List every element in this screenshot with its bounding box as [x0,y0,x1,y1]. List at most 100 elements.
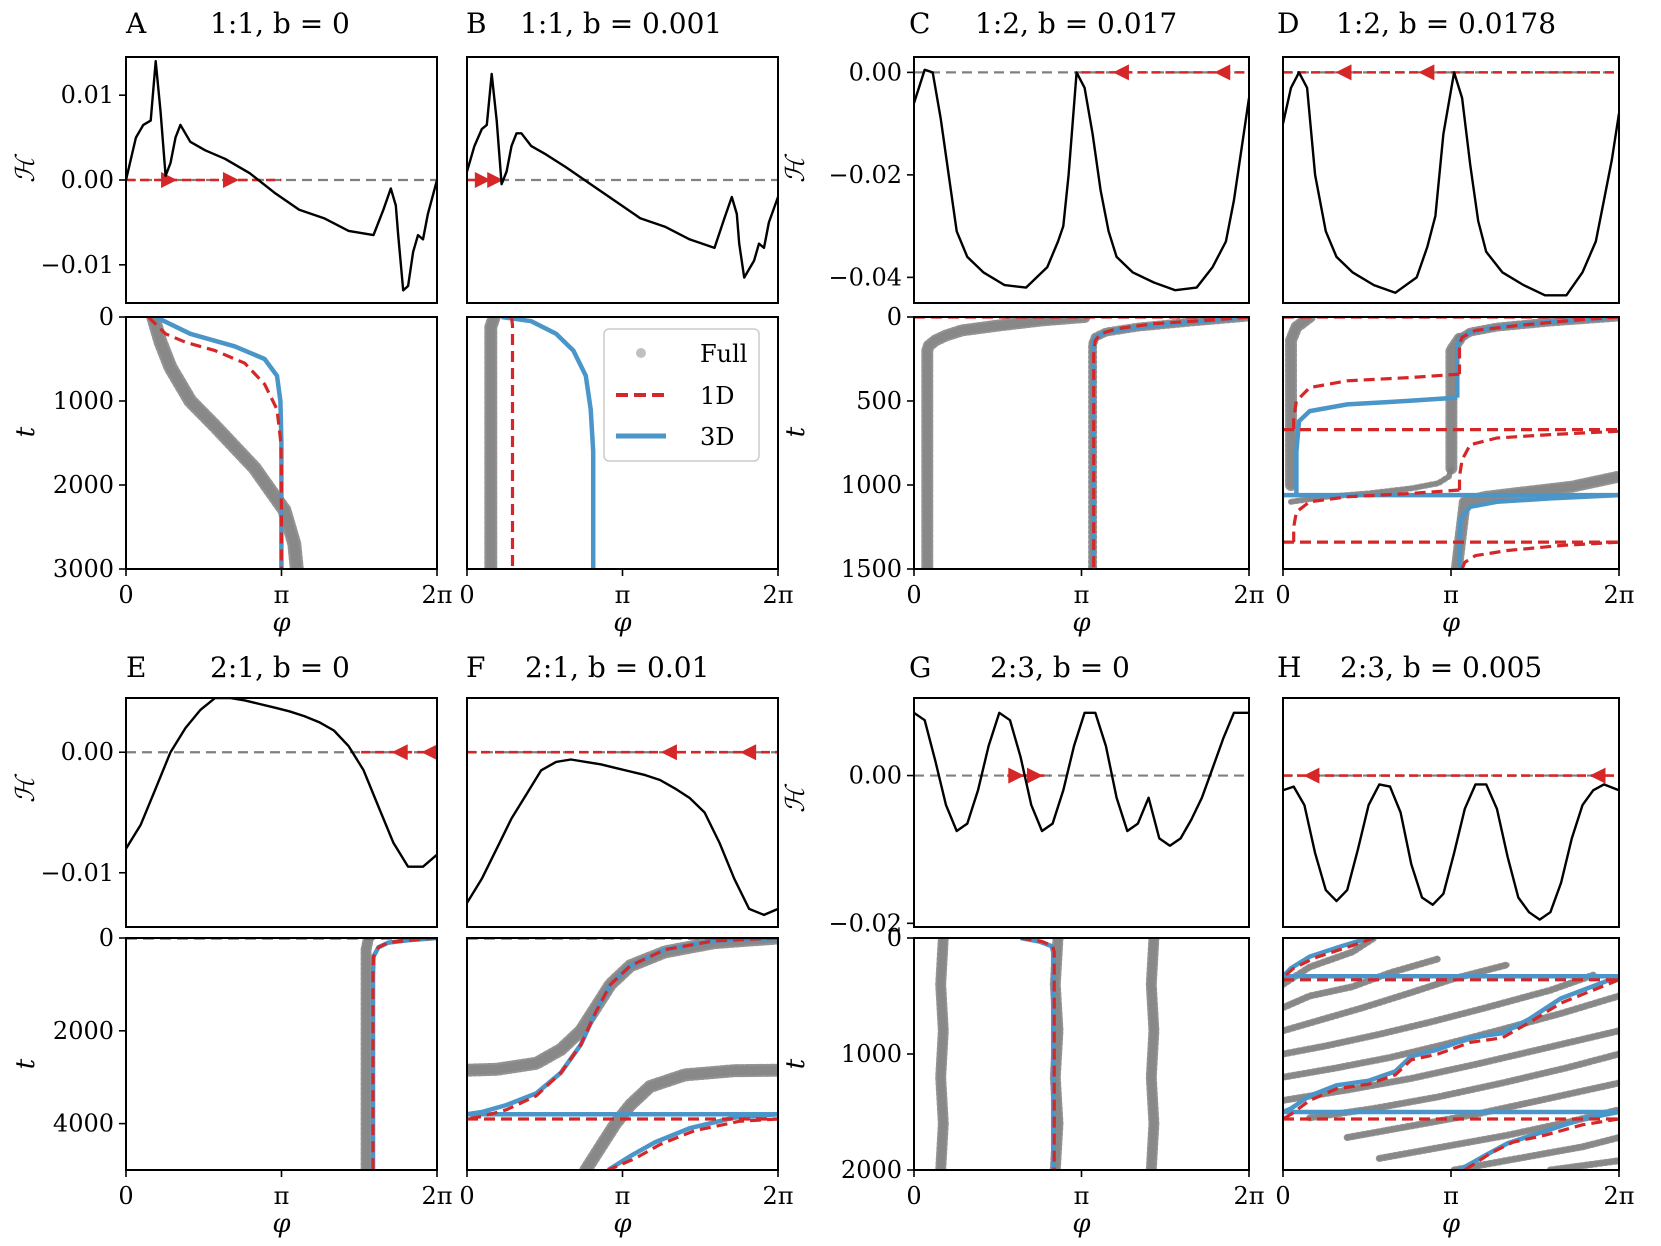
panel-C-ylabel-H: ℋ [781,153,811,183]
panel-G-t-frame [913,937,1250,1171]
xtick-label: π [1074,581,1090,609]
panel-B-H-plot [467,72,778,279]
panel-B-letter: B [466,7,487,40]
panel-H-letter: H [1277,651,1301,684]
ytick-label: 0.00 [61,738,114,766]
panel-A-title: 1:1, b = 0 [210,7,350,40]
panel-G-H-frame [913,697,1250,928]
H-curve [467,758,778,917]
ytick-label: 1000 [841,471,902,499]
panel-C-t-frame [913,316,1250,570]
full-trajectory-1 [1088,317,1249,569]
legend-frame [603,328,760,462]
trajectory-3d-2 [1283,974,1619,1115]
flow-arrow-1 [1418,64,1435,81]
trajectory-1d-2 [1283,978,1619,1121]
ytick-label: 0.00 [61,166,114,194]
panel-F-t-plot [467,938,778,1170]
full-trajectory-core-1 [1051,938,1062,1170]
trajectory-1d-1 [1457,317,1619,375]
ytick-label: 3000 [53,555,114,583]
ytick-label: 2000 [53,471,114,499]
legend-3d-label: 3D [700,423,735,451]
panel-D-xlabel: φ [1442,608,1461,638]
panel-F-title: 2:1, b = 0.01 [525,651,709,684]
trajectory-3d-2 [606,1112,778,1170]
flow-arrow-1 [421,744,437,761]
ytick-label: −0.04 [828,263,902,291]
full-trajectory-0 [921,317,1091,569]
panel-titles: A 1:1, b = 0 B 1:1, b = 0.001 C 1:2, b =… [125,7,1556,684]
H-curve [126,60,437,292]
xtick-label: π [1443,1182,1459,1210]
flow-arrow-0 [1303,767,1320,784]
panel-G-ylabel-t: t [781,1058,811,1069]
ytick-label: 1000 [53,387,114,415]
full-trajectory-core-5 [1283,1028,1619,1103]
panel-D-title: 1:2, b = 0.0178 [1336,7,1556,40]
trajectory-1d-0 [147,317,283,569]
xtick-label: 2π [421,1182,452,1210]
legend-full-marker [636,348,646,358]
ytick-label: 0 [887,924,902,952]
panel-G-letter: G [909,651,931,684]
trajectory-3d-0 [370,938,437,1170]
trajectory-1d-4 [1463,1117,1619,1170]
flow-arrow-1 [1026,767,1043,784]
flow-arrow-1 [1589,767,1606,784]
panel-A-xlabel: φ [272,608,291,638]
xtick-label: 0 [459,1182,474,1210]
panel-E-ylabel-H: ℋ [11,773,41,803]
full-trajectory-core-1 [581,1065,778,1170]
xtick-label: 0 [906,1182,921,1210]
H-curve [1283,71,1619,297]
ytick-label: 0.00 [849,58,902,86]
panel-C-ylabel-t: t [781,426,811,437]
full-trajectory-core-1 [1089,317,1249,569]
ytick-label: 2000 [53,1017,114,1045]
xtick-label: π [274,581,290,609]
H-curve [1283,783,1619,921]
full-trajectory-core-3 [1283,972,1596,1057]
panel-E-H-frame [125,697,438,928]
panel-D-H-frame [1282,56,1620,304]
xtick-label: 0 [459,581,474,609]
panel-G-xlabel: φ [1072,1209,1091,1239]
ytick-label: 0 [99,924,114,952]
flow-arrow-1 [740,744,757,761]
xtick-label: 2π [762,581,793,609]
panel-H-xlabel: φ [1442,1209,1461,1239]
panel-C-title: 1:2, b = 0.017 [975,7,1177,40]
flow-arrow-0 [1008,767,1025,784]
panel-C-xlabel: φ [1072,608,1091,638]
ytick-label: 0.00 [849,762,902,790]
trajectory-1d-0 [1283,938,1375,981]
panel-E-title: 2:1, b = 0 [210,651,350,684]
panel-D-letter: D [1277,7,1299,40]
xtick-label: π [615,1182,631,1210]
full-trajectory-core-0 [936,938,948,1170]
trajectory-3d-0 [1090,317,1249,569]
xtick-label: 2π [1603,1182,1634,1210]
panel-D-t-plot [1283,317,1619,569]
panel-A-letter: A [125,7,147,40]
flow-arrow-0 [161,172,178,188]
ytick-label: 1500 [841,555,902,583]
xtick-label: 0 [118,581,133,609]
panel-C-letter: C [909,7,930,40]
trajectory-1d-0 [509,317,515,569]
y-axis-labels: ℋ t ℋ t ℋ t ℋ t [11,153,811,1069]
panel-G-ylabel-H: ℋ [781,783,811,813]
trajectory-1d-7 [1460,540,1619,569]
xtick-label: π [1443,581,1459,609]
panel-B-title: 1:1, b = 0.001 [520,7,722,40]
ytick-label: 2000 [841,1156,902,1184]
full-trajectory-0 [467,938,778,1077]
full-trajectory-core-0 [148,317,302,569]
panel-D: 0 π 2π φ [1275,56,1635,638]
panel-A-H-plot [126,60,437,292]
full-trajectory-core-9 [1451,1135,1619,1170]
full-trajectory-core-0 [1286,317,1314,490]
full-trajectory-core-0 [923,317,1089,569]
flow-arrow-0 [1112,64,1129,81]
